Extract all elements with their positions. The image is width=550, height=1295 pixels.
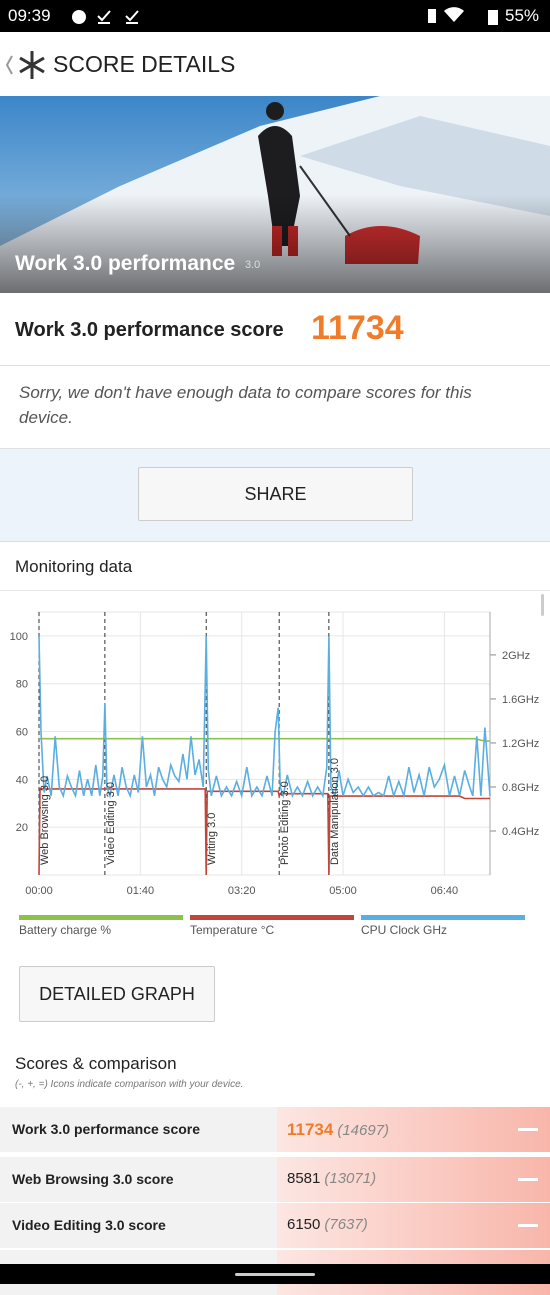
scores-note: (-, +, =) Icons indicate comparison with… — [15, 1079, 244, 1090]
stage-label: Web Browsing 3.0 — [39, 776, 51, 865]
share-button[interactable]: SHARE — [138, 467, 413, 521]
x-tick-label: 01:40 — [127, 885, 155, 897]
series-line — [38, 788, 490, 876]
score-cell: 8581 (13071) — [277, 1157, 550, 1202]
hero-title: Work 3.0 performance — [15, 252, 236, 275]
clock: 09:39 — [8, 6, 51, 25]
legend-label: Battery charge % — [19, 923, 111, 937]
y-tick-label: 80 — [16, 679, 28, 691]
row-name: Web Browsing 3.0 score — [12, 1171, 174, 1187]
hero-illustration — [0, 96, 550, 293]
stage-label: Video Editing 3.0 — [105, 782, 117, 865]
y-tick-label: 100 — [10, 631, 28, 643]
system-icons — [428, 7, 498, 25]
legend-label: Temperature °C — [190, 923, 274, 937]
row-score-line: 8581 (13071) — [287, 1170, 376, 1187]
score-cell: 6150 (7637) — [277, 1203, 550, 1248]
scrollbar — [541, 594, 544, 616]
y-tick-label: 20 — [16, 822, 28, 834]
minus-icon — [518, 1128, 538, 1131]
row-comparison: (7637) — [324, 1216, 368, 1233]
nav-bar — [0, 1264, 550, 1284]
x-tick-label: 05:00 — [329, 885, 357, 897]
series-line — [39, 737, 490, 742]
row-score: 8581 — [287, 1170, 321, 1187]
score-row: Video Editing 3.0 score 6150 (7637) — [0, 1203, 550, 1248]
divider — [0, 590, 550, 591]
hero-image: Work 3.0 performance 3.0 — [0, 96, 550, 293]
score-value: 11734 — [311, 309, 404, 347]
row-score-line: 6150 (7637) — [287, 1216, 368, 1233]
y2-tick-label: 1.2GHz — [502, 738, 539, 750]
scores-title: Scores & comparison — [15, 1054, 177, 1073]
legend-label: CPU Clock GHz — [361, 923, 447, 937]
row-name: Work 3.0 performance score — [12, 1121, 201, 1137]
y2-tick-label: 0.8GHz — [502, 782, 539, 794]
share-area: SHARE — [0, 449, 550, 541]
series-line — [38, 636, 491, 799]
status-icons — [72, 10, 139, 24]
score-label: Work 3.0 performance score — [15, 319, 284, 341]
score-card: Work 3.0 performance score 11734 — [0, 293, 550, 366]
score-cell: 11734 (14697) — [277, 1107, 550, 1152]
stage-label: Photo Editing 3.0 — [279, 781, 291, 865]
y-tick-label: 40 — [16, 774, 28, 786]
plot-area — [38, 611, 491, 876]
y2-tick-label: 2GHz — [502, 650, 530, 662]
row-score-line: 11734 (14697) — [287, 1120, 389, 1140]
stage-label: Data Manipulation 3.0 — [329, 758, 341, 865]
back-icon[interactable] — [4, 48, 48, 82]
page-title: SCORE DETAILS — [53, 51, 236, 77]
legend-swatch — [361, 915, 525, 920]
notice-card: Sorry, we don't have enough data to comp… — [0, 366, 550, 449]
monitoring-chart: 20 40 60 80 100 00:00 01:40 03:20 05:00 06:40 0.4G… — [10, 611, 539, 937]
legend-swatch — [190, 915, 354, 920]
row-name: Video Editing 3.0 score — [12, 1217, 166, 1233]
score-row: Web Browsing 3.0 score 8581 (13071) — [0, 1157, 550, 1202]
notice-text: Sorry, we don't have enough data to comp… — [19, 383, 472, 427]
battery-level: 55% — [505, 6, 540, 25]
x-tick-label: 06:40 — [431, 885, 459, 897]
y2-tick-label: 1.6GHz — [502, 694, 539, 706]
monitoring-title: Monitoring data — [15, 557, 133, 576]
status-bar: 09:39 55% — [0, 0, 550, 32]
hero-version: 3.0 — [245, 259, 261, 271]
app-header: SCORE DETAILS — [0, 32, 550, 96]
stage-label: Writing 3.0 — [206, 813, 218, 865]
score-row: Work 3.0 performance score 11734 (14697) — [0, 1107, 550, 1152]
detailed-graph-button[interactable]: DETAILED GRAPH — [19, 966, 215, 1022]
minus-icon — [518, 1178, 538, 1181]
y-tick-label: 60 — [16, 727, 28, 739]
row-score: 11734 — [287, 1120, 334, 1139]
row-comparison: (13071) — [324, 1170, 377, 1187]
row-comparison: (14697) — [337, 1122, 390, 1139]
minus-icon — [518, 1224, 538, 1227]
legend-swatch — [19, 915, 183, 920]
row-score: 6150 — [287, 1216, 321, 1233]
x-tick-label: 03:20 — [228, 885, 256, 897]
x-tick-label: 00:00 — [25, 885, 53, 897]
home-indicator — [235, 1273, 315, 1276]
y2-tick-label: 0.4GHz — [502, 826, 539, 838]
